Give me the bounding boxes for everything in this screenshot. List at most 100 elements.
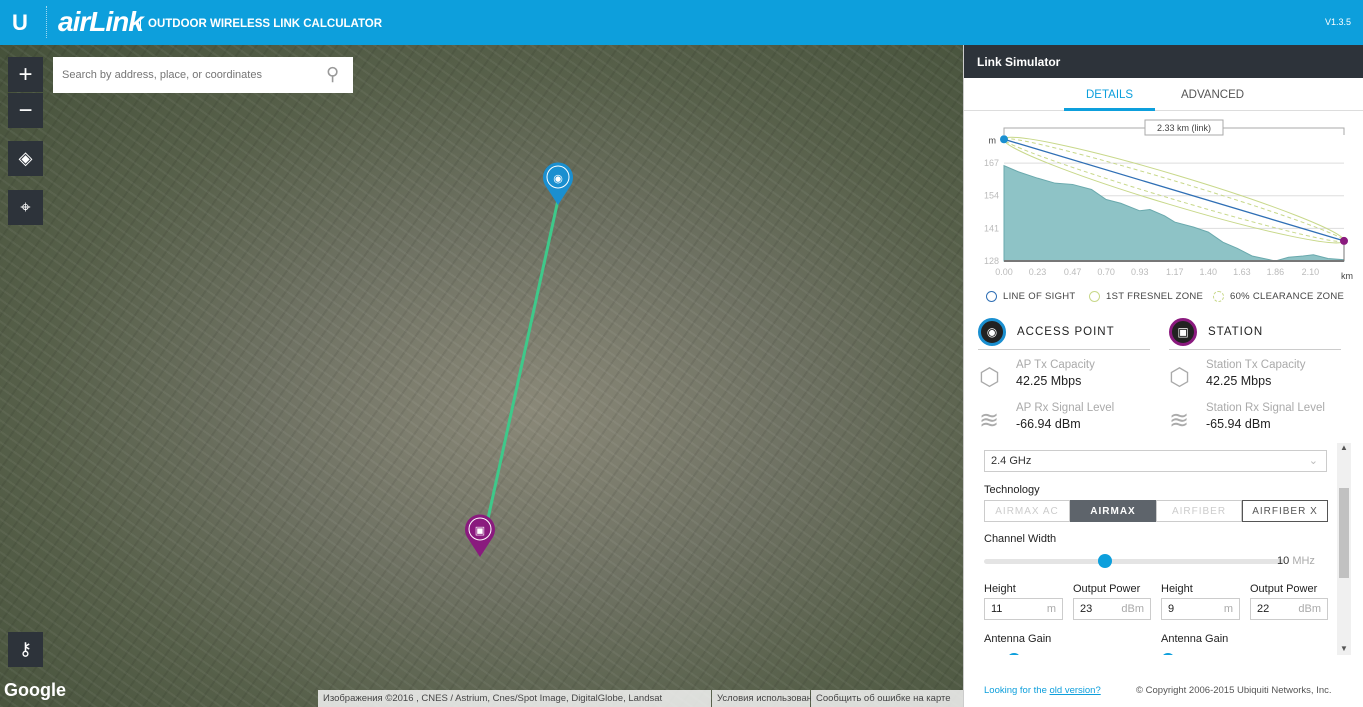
settings-scroll-area[interactable]: 2.4 GHz ⌄ Technology AIRMAX AC AIRMAX AIR… [964, 443, 1339, 655]
unit: m [1223, 603, 1233, 615]
tech-airmax[interactable]: AIRMAX [1070, 500, 1156, 522]
zoom-out-button[interactable]: − [8, 93, 43, 128]
channel-width-label: Channel Width [984, 533, 1057, 545]
label: AP Rx Signal Level [1016, 402, 1115, 414]
technology-selector: AIRMAX AC AIRMAX AIRFIBER AIRFIBER X [984, 500, 1328, 522]
tabs: DETAILS ADVANCED [964, 78, 1363, 111]
scrollbar[interactable]: ▲ ▼ [1337, 443, 1351, 655]
x-tick-label: 0.70 [1097, 267, 1115, 277]
map-pin-icon: ⌖ [20, 197, 31, 217]
link-overlay: ◉ ▣ [465, 162, 574, 557]
tech-airmax-ac[interactable]: AIRMAX AC [984, 500, 1070, 522]
svg-text:▣: ▣ [475, 525, 485, 537]
ap-power-label: Output Power [1073, 583, 1141, 595]
airlink-logo: airLink [58, 6, 144, 37]
slider-handle[interactable] [1007, 653, 1022, 655]
value: 42.25 Mbps [1206, 374, 1272, 388]
unit: MHz [1292, 555, 1315, 567]
x-tick-label: 0.00 [995, 267, 1013, 277]
station-marker[interactable]: ▣ [465, 514, 495, 557]
y-tick-label: 141 [984, 223, 999, 233]
tech-airfiber[interactable]: AIRFIBER [1156, 500, 1242, 522]
x-axis-unit: km [1341, 271, 1353, 281]
access-point-header: ◉ ACCESS POINT [978, 315, 1150, 350]
value: 11 [991, 603, 1003, 615]
slider-handle[interactable] [1161, 653, 1175, 655]
old-version-link[interactable]: old version? [1049, 685, 1101, 696]
ap-height-input[interactable]: 11 m [984, 598, 1063, 620]
antenna-icon: ▣ [1169, 318, 1197, 346]
search-input[interactable] [53, 57, 353, 93]
layers-icon: ◈ [18, 148, 33, 168]
frequency-select[interactable]: 2.4 GHz ⌄ [984, 450, 1327, 472]
ap-power-input[interactable]: 23 dBm [1073, 598, 1151, 620]
layers-button[interactable]: ◈ [8, 141, 43, 176]
unit: dBm [1121, 603, 1144, 615]
legend-label: 60% CLEARANCE ZONE [1230, 291, 1345, 302]
x-tick-label: 1.40 [1200, 267, 1218, 277]
slider-handle[interactable] [1098, 554, 1113, 568]
ap-gain-label: Antenna Gain [984, 633, 1052, 645]
legend-fresnel: 1ST FRESNEL ZONE [1089, 291, 1203, 302]
chevron-down-icon: ⌄ [1308, 455, 1318, 467]
key-icon: ⚷ [18, 639, 33, 659]
panel-title: Link Simulator [964, 45, 1363, 78]
value: -65.94 dBm [1206, 417, 1271, 431]
line-of-sight [1003, 138, 1345, 242]
st-gain-label: Antenna Gain [1161, 633, 1229, 645]
ap-gain-value: 11 dBi [1120, 654, 1150, 655]
st-height-label: Height [1161, 583, 1193, 595]
value: 10 [1277, 555, 1290, 567]
ap-marker[interactable]: ◉ [543, 162, 574, 205]
legend-label: 1ST FRESNEL ZONE [1106, 291, 1204, 302]
unit: m [1046, 603, 1056, 615]
scroll-up-icon[interactable]: ▲ [1340, 443, 1348, 452]
station-header: ▣ STATION [1169, 315, 1341, 350]
label: Station Rx Signal Level [1206, 402, 1325, 414]
zoom-in-button[interactable]: + [8, 57, 43, 92]
unit: dBm [1298, 603, 1321, 615]
scrollbar-thumb[interactable] [1339, 488, 1349, 578]
y-tick-label: 167 [984, 158, 999, 168]
st-power-input[interactable]: 22 dBm [1250, 598, 1328, 620]
markers-button[interactable]: ⌖ [8, 190, 43, 225]
svg-text:◉: ◉ [553, 173, 563, 185]
version-label: V1.3.5 [1324, 17, 1351, 27]
search-icon[interactable]: ⚲ [326, 64, 340, 84]
tab-details[interactable]: DETAILS [1064, 89, 1156, 111]
ubiquiti-logo: U [12, 10, 28, 35]
link-line [478, 199, 560, 556]
tech-airfiber-x[interactable]: AIRFIBER X [1242, 500, 1328, 522]
station-rx-signal: ≋ Station Rx Signal Level -65.94 dBm [1169, 402, 1349, 438]
x-tick-label: 1.63 [1233, 267, 1251, 277]
report-error-link[interactable]: Сообщить об ошибке на карте [811, 690, 963, 707]
copyright: © Copyright 2006-2015 Ubiquiti Networks,… [1136, 685, 1332, 696]
x-tick-label: 1.86 [1267, 267, 1285, 277]
unit: dBi [1134, 654, 1150, 655]
key-button[interactable]: ⚷ [8, 632, 43, 667]
legend-line-of-sight: LINE OF SIGHT [986, 291, 1076, 302]
value: -66.94 dBm [1016, 417, 1081, 431]
st-gain-value: 8 dBi [1301, 654, 1326, 655]
elevation-profile-chart: 128 141 154 167 0.00 0.23 0.47 0.70 0.93 1.17 1.40… [984, 119, 1353, 281]
ap-tx-capacity: ⬡ AP Tx Capacity 42.25 Mbps [979, 359, 1159, 395]
tab-advanced[interactable]: ADVANCED [1181, 89, 1245, 101]
link-simulator-panel: Link Simulator DETAILS ADVANCED 128 141 15… [963, 45, 1363, 707]
scroll-down-icon[interactable]: ▼ [1340, 644, 1348, 653]
terms-link[interactable]: Условия использования [712, 690, 822, 707]
ap-rx-signal: ≋ AP Rx Signal Level -66.94 dBm [979, 402, 1159, 438]
station-point [1340, 236, 1348, 245]
satellite-map[interactable]: ◉ ▣ [0, 45, 963, 707]
legend-clearance: 60% CLEARANCE ZONE [1213, 291, 1344, 302]
terrain-area [1003, 164, 1345, 262]
old-version-prompt: Looking for the old version? [984, 685, 1101, 696]
y-tick-label: 128 [984, 256, 999, 266]
legend-label: LINE OF SIGHT [1003, 291, 1076, 302]
unit: dBi [1310, 654, 1326, 655]
top-bar: U airLink OUTDOOR WIRELESS LINK CALCULAT… [0, 0, 1363, 45]
link-distance-label: 2.33 km (link) [1157, 123, 1211, 133]
channel-width-slider[interactable] [984, 554, 1284, 568]
ap-height-label: Height [984, 583, 1016, 595]
footer-text: Looking for the [984, 685, 1050, 696]
